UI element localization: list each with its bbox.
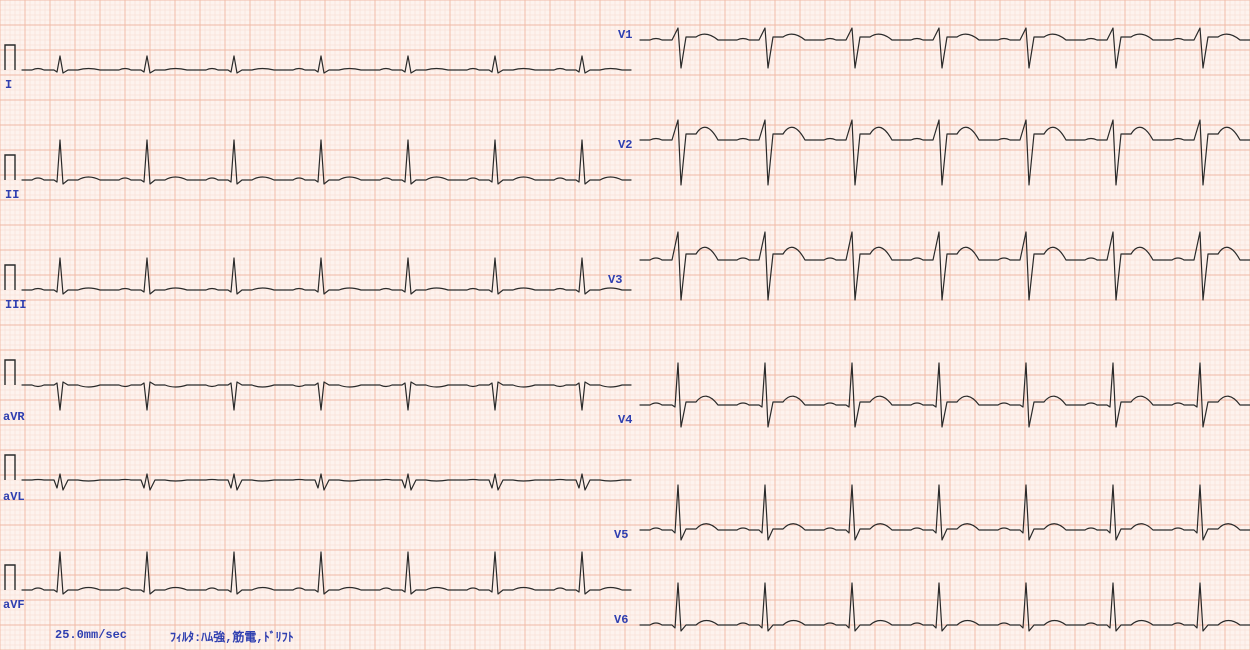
lead-label-III: III — [5, 298, 27, 312]
ecg-chart — [0, 0, 1250, 650]
lead-label-V2: V2 — [618, 138, 632, 152]
ecg-container: IIIIIIaVRaVLaVFV1V2V3V4V5V6 25.0mm/sec ﾌ… — [0, 0, 1250, 650]
lead-label-V1: V1 — [618, 28, 632, 42]
lead-label-V5: V5 — [614, 528, 628, 542]
lead-label-II: II — [5, 188, 19, 202]
lead-label-I: I — [5, 78, 12, 92]
lead-label-aVR: aVR — [3, 410, 25, 424]
footer-speed-text: 25.0mm/sec — [55, 628, 127, 642]
lead-label-aVF: aVF — [3, 598, 25, 612]
lead-label-V3: V3 — [608, 273, 622, 287]
footer-filter-text: ﾌｨﾙﾀ:ﾊﾑ強,筋電,ﾄﾞﾘﾌﾄ — [170, 628, 294, 645]
lead-label-V6: V6 — [614, 613, 628, 627]
lead-label-aVL: aVL — [3, 490, 25, 504]
lead-label-V4: V4 — [618, 413, 632, 427]
